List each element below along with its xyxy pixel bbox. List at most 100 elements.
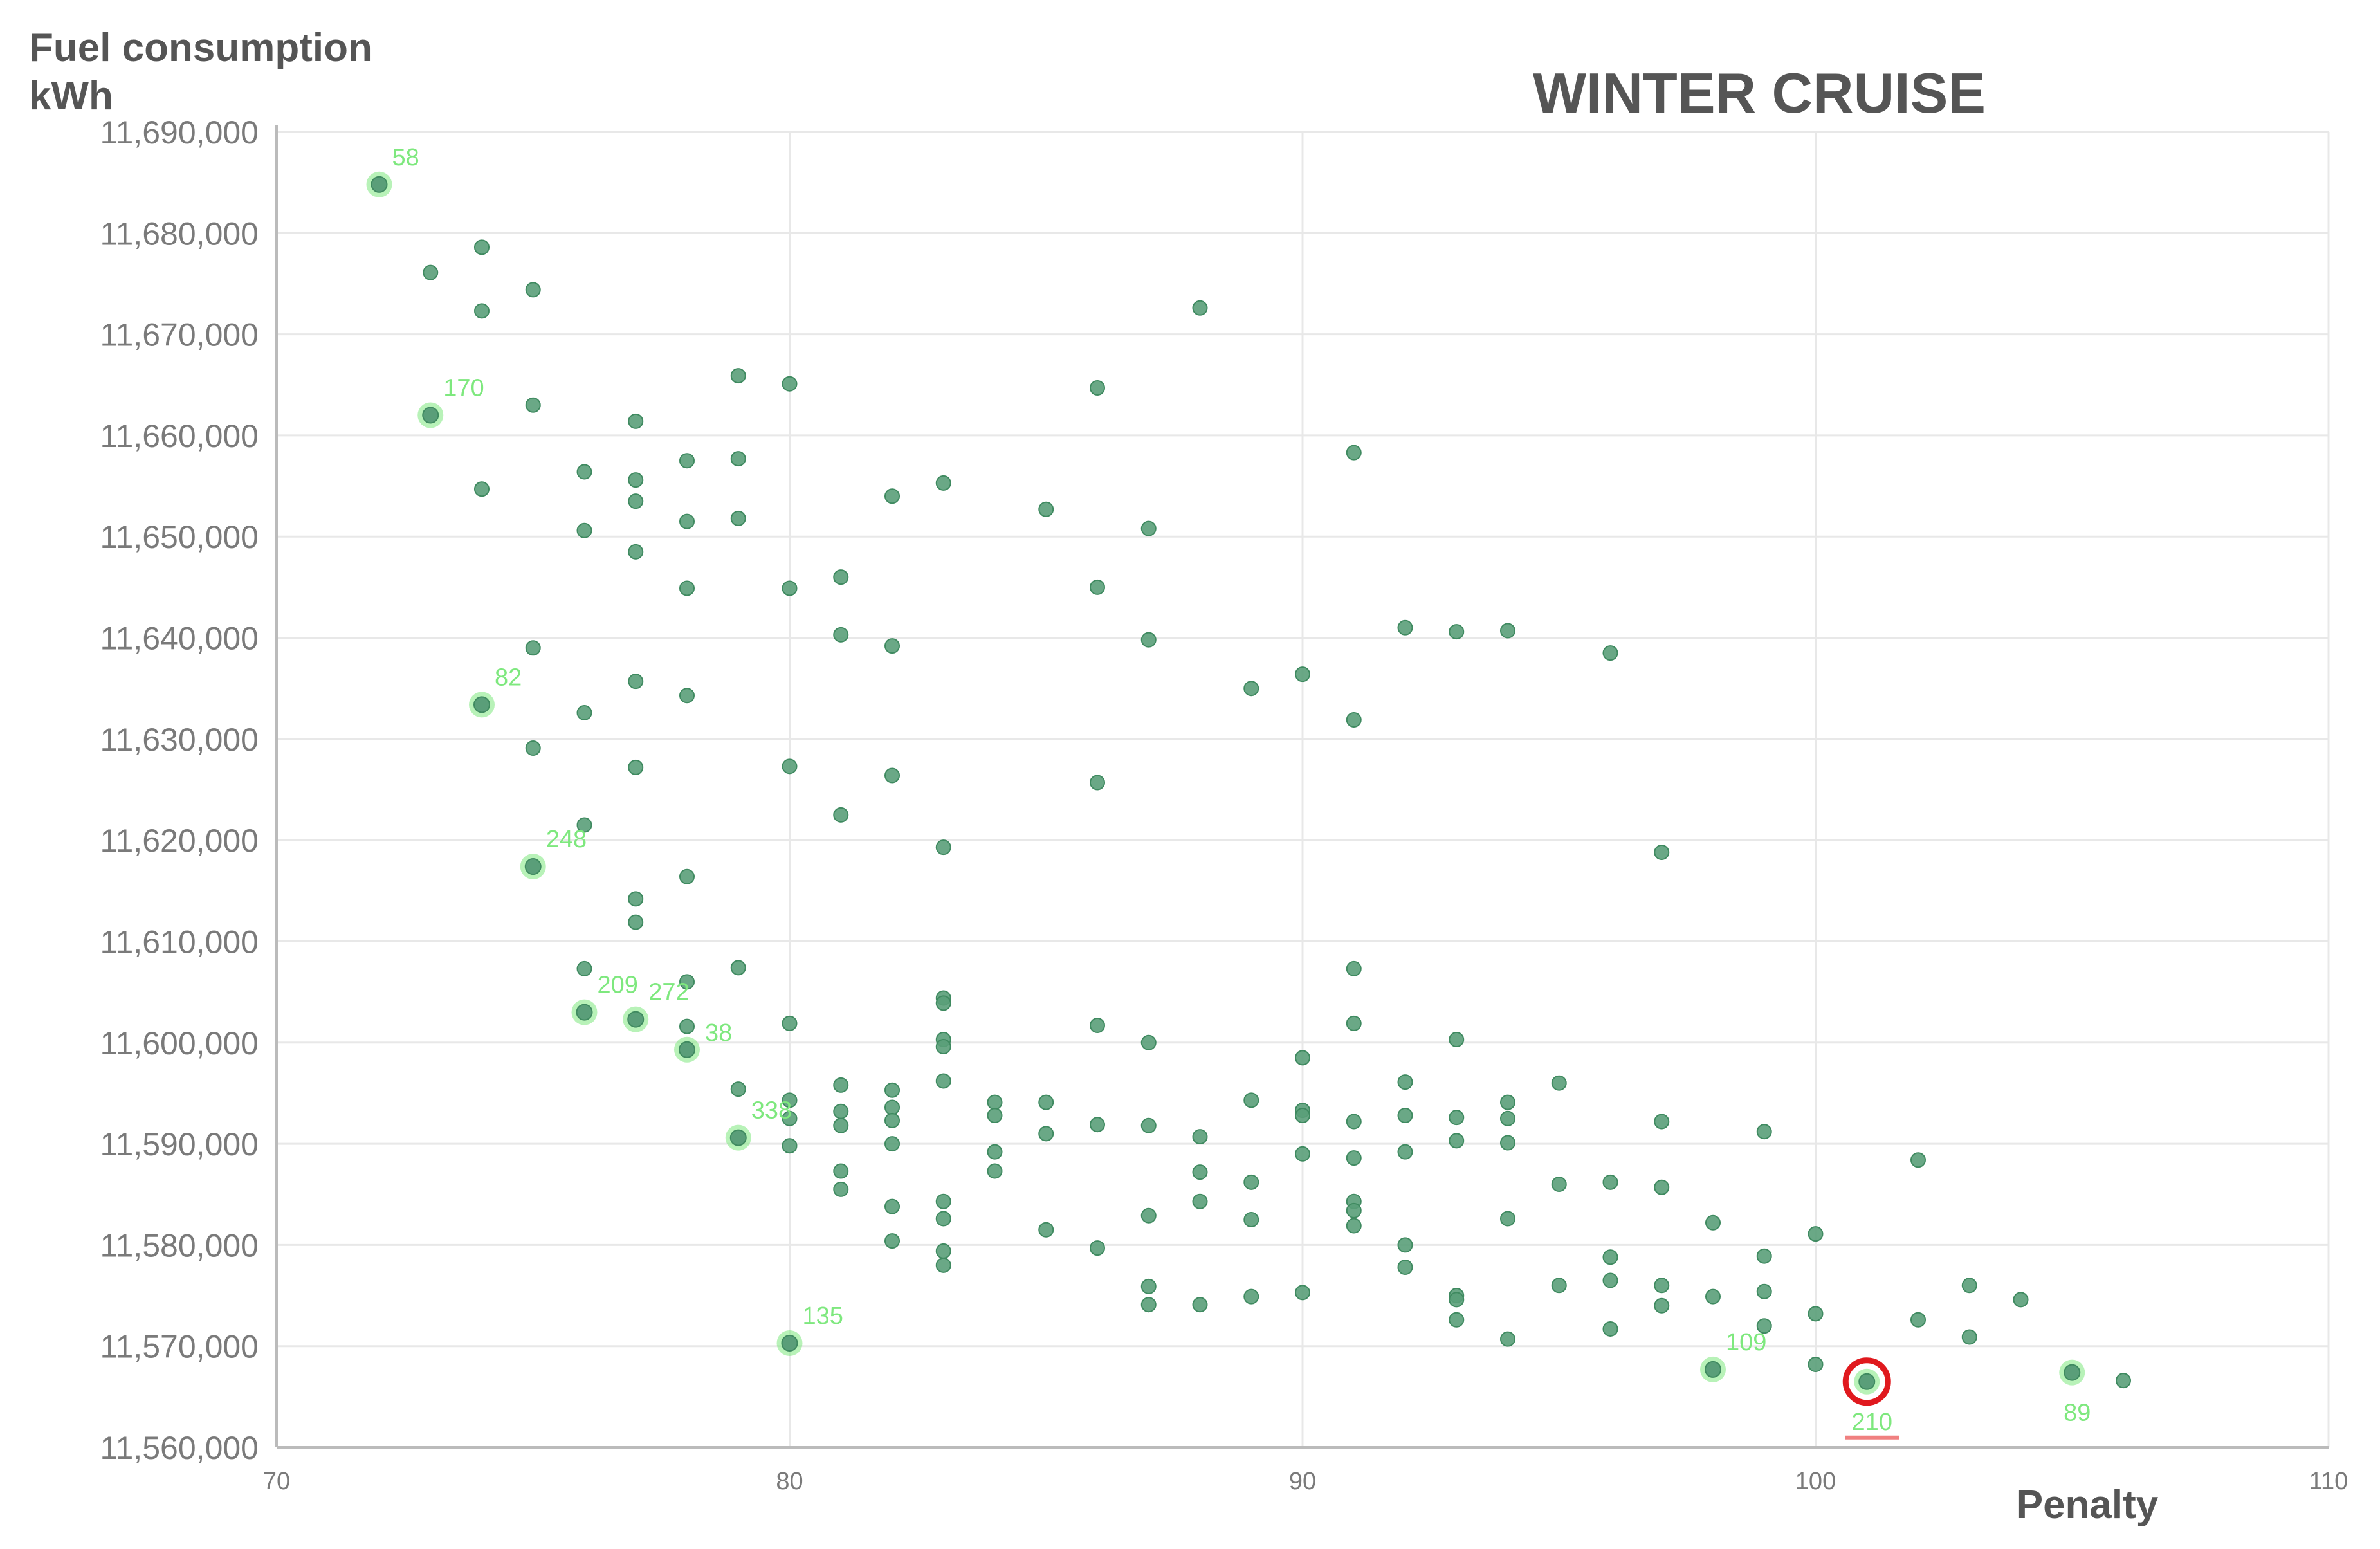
data-point xyxy=(1602,645,1618,661)
data-point xyxy=(1397,619,1413,636)
labeled-point xyxy=(781,1334,798,1352)
data-point xyxy=(1449,624,1465,640)
data-point xyxy=(1038,501,1054,517)
data-point xyxy=(474,303,490,319)
data-point xyxy=(1090,1018,1105,1034)
data-point xyxy=(1449,1133,1465,1149)
data-point xyxy=(782,1138,798,1154)
data-point xyxy=(1295,1050,1310,1066)
y-tick-label: 11,640,000 xyxy=(100,621,259,657)
point-label: 338 xyxy=(751,1097,792,1124)
point-label: 170 xyxy=(443,374,484,401)
x-tick-label: 100 xyxy=(1795,1468,1836,1495)
data-point xyxy=(628,472,644,488)
labeled-point xyxy=(422,407,439,424)
data-point xyxy=(1756,1283,1772,1299)
data-point xyxy=(628,544,644,560)
data-point xyxy=(935,1039,951,1055)
y-tick-label: 11,620,000 xyxy=(100,823,259,859)
data-point xyxy=(1808,1357,1824,1373)
data-point xyxy=(1090,1117,1105,1133)
data-point xyxy=(1808,1306,1824,1322)
data-point xyxy=(1705,1214,1721,1231)
data-point xyxy=(730,960,746,976)
data-point xyxy=(782,758,798,774)
point-label: 209 xyxy=(598,972,638,999)
data-point xyxy=(1500,1135,1515,1151)
y-tick-label: 11,680,000 xyxy=(100,215,259,252)
data-point xyxy=(679,513,695,529)
data-point xyxy=(2013,1292,2029,1308)
data-point xyxy=(1346,1015,1362,1031)
labeled-point xyxy=(524,858,542,875)
data-point xyxy=(1192,1297,1208,1313)
data-point xyxy=(1295,1108,1310,1124)
data-point xyxy=(628,891,644,907)
data-point xyxy=(1192,1129,1208,1145)
data-point xyxy=(1192,1164,1208,1180)
data-point xyxy=(782,1110,798,1126)
data-point xyxy=(1910,1312,1926,1328)
labeled-point xyxy=(1858,1373,1876,1390)
data-point xyxy=(935,1257,951,1273)
data-point xyxy=(1551,1278,1567,1294)
point-labels: 58 170 82 248 209 272 38 338 135 109 210 89 xyxy=(392,144,2091,1440)
data-points xyxy=(366,171,2131,1406)
data-point xyxy=(782,1015,798,1031)
y-tick-label: 11,650,000 xyxy=(100,519,259,555)
data-point xyxy=(884,767,900,784)
highlight-ring xyxy=(1842,1357,1891,1406)
data-point xyxy=(1602,1174,1618,1190)
data-point xyxy=(2116,1373,2131,1389)
data-point xyxy=(1397,1259,1413,1275)
data-point xyxy=(1756,1248,1772,1264)
data-point xyxy=(576,704,592,720)
data-point xyxy=(782,580,798,596)
y-tick-label: 11,590,000 xyxy=(100,1126,259,1162)
data-point xyxy=(1910,1152,1926,1168)
data-point xyxy=(1449,1292,1465,1308)
data-point xyxy=(1961,1278,1977,1294)
data-point xyxy=(833,627,849,643)
data-point xyxy=(1500,1211,1515,1227)
axes xyxy=(275,125,2329,1449)
data-point xyxy=(884,638,900,654)
labeled-point xyxy=(627,1011,645,1028)
data-point xyxy=(1449,1312,1465,1328)
labeled-point xyxy=(679,1041,695,1058)
data-point xyxy=(1192,1193,1208,1209)
data-point xyxy=(1654,1297,1670,1314)
data-point xyxy=(1140,1278,1157,1294)
data-point xyxy=(1038,1222,1054,1238)
data-point xyxy=(884,1099,900,1115)
data-point xyxy=(1346,960,1362,976)
data-point xyxy=(1295,1285,1310,1301)
x-tick-label: 80 xyxy=(776,1468,803,1495)
data-point xyxy=(628,674,644,690)
data-point xyxy=(576,960,592,976)
data-point xyxy=(1295,666,1310,683)
data-point xyxy=(679,1018,695,1034)
data-point xyxy=(1140,632,1157,648)
data-point xyxy=(1397,1108,1413,1124)
data-point xyxy=(1038,1094,1054,1110)
data-point xyxy=(1090,579,1105,595)
data-point xyxy=(1654,845,1670,861)
point-label: 58 xyxy=(392,144,419,171)
data-point xyxy=(1602,1249,1618,1265)
data-point xyxy=(1140,1207,1157,1224)
data-point xyxy=(1961,1329,1977,1345)
y-tick-label: 11,610,000 xyxy=(100,924,259,960)
data-point xyxy=(525,397,541,413)
data-point xyxy=(884,1082,900,1098)
y-tick-label: 11,660,000 xyxy=(100,418,259,454)
point-label: 38 xyxy=(705,1020,732,1047)
data-point xyxy=(1346,1114,1362,1130)
data-point xyxy=(833,1117,849,1133)
data-point xyxy=(833,807,849,823)
data-point xyxy=(576,522,592,538)
data-point xyxy=(987,1163,1003,1179)
data-point xyxy=(730,451,746,467)
data-point xyxy=(1551,1075,1567,1091)
